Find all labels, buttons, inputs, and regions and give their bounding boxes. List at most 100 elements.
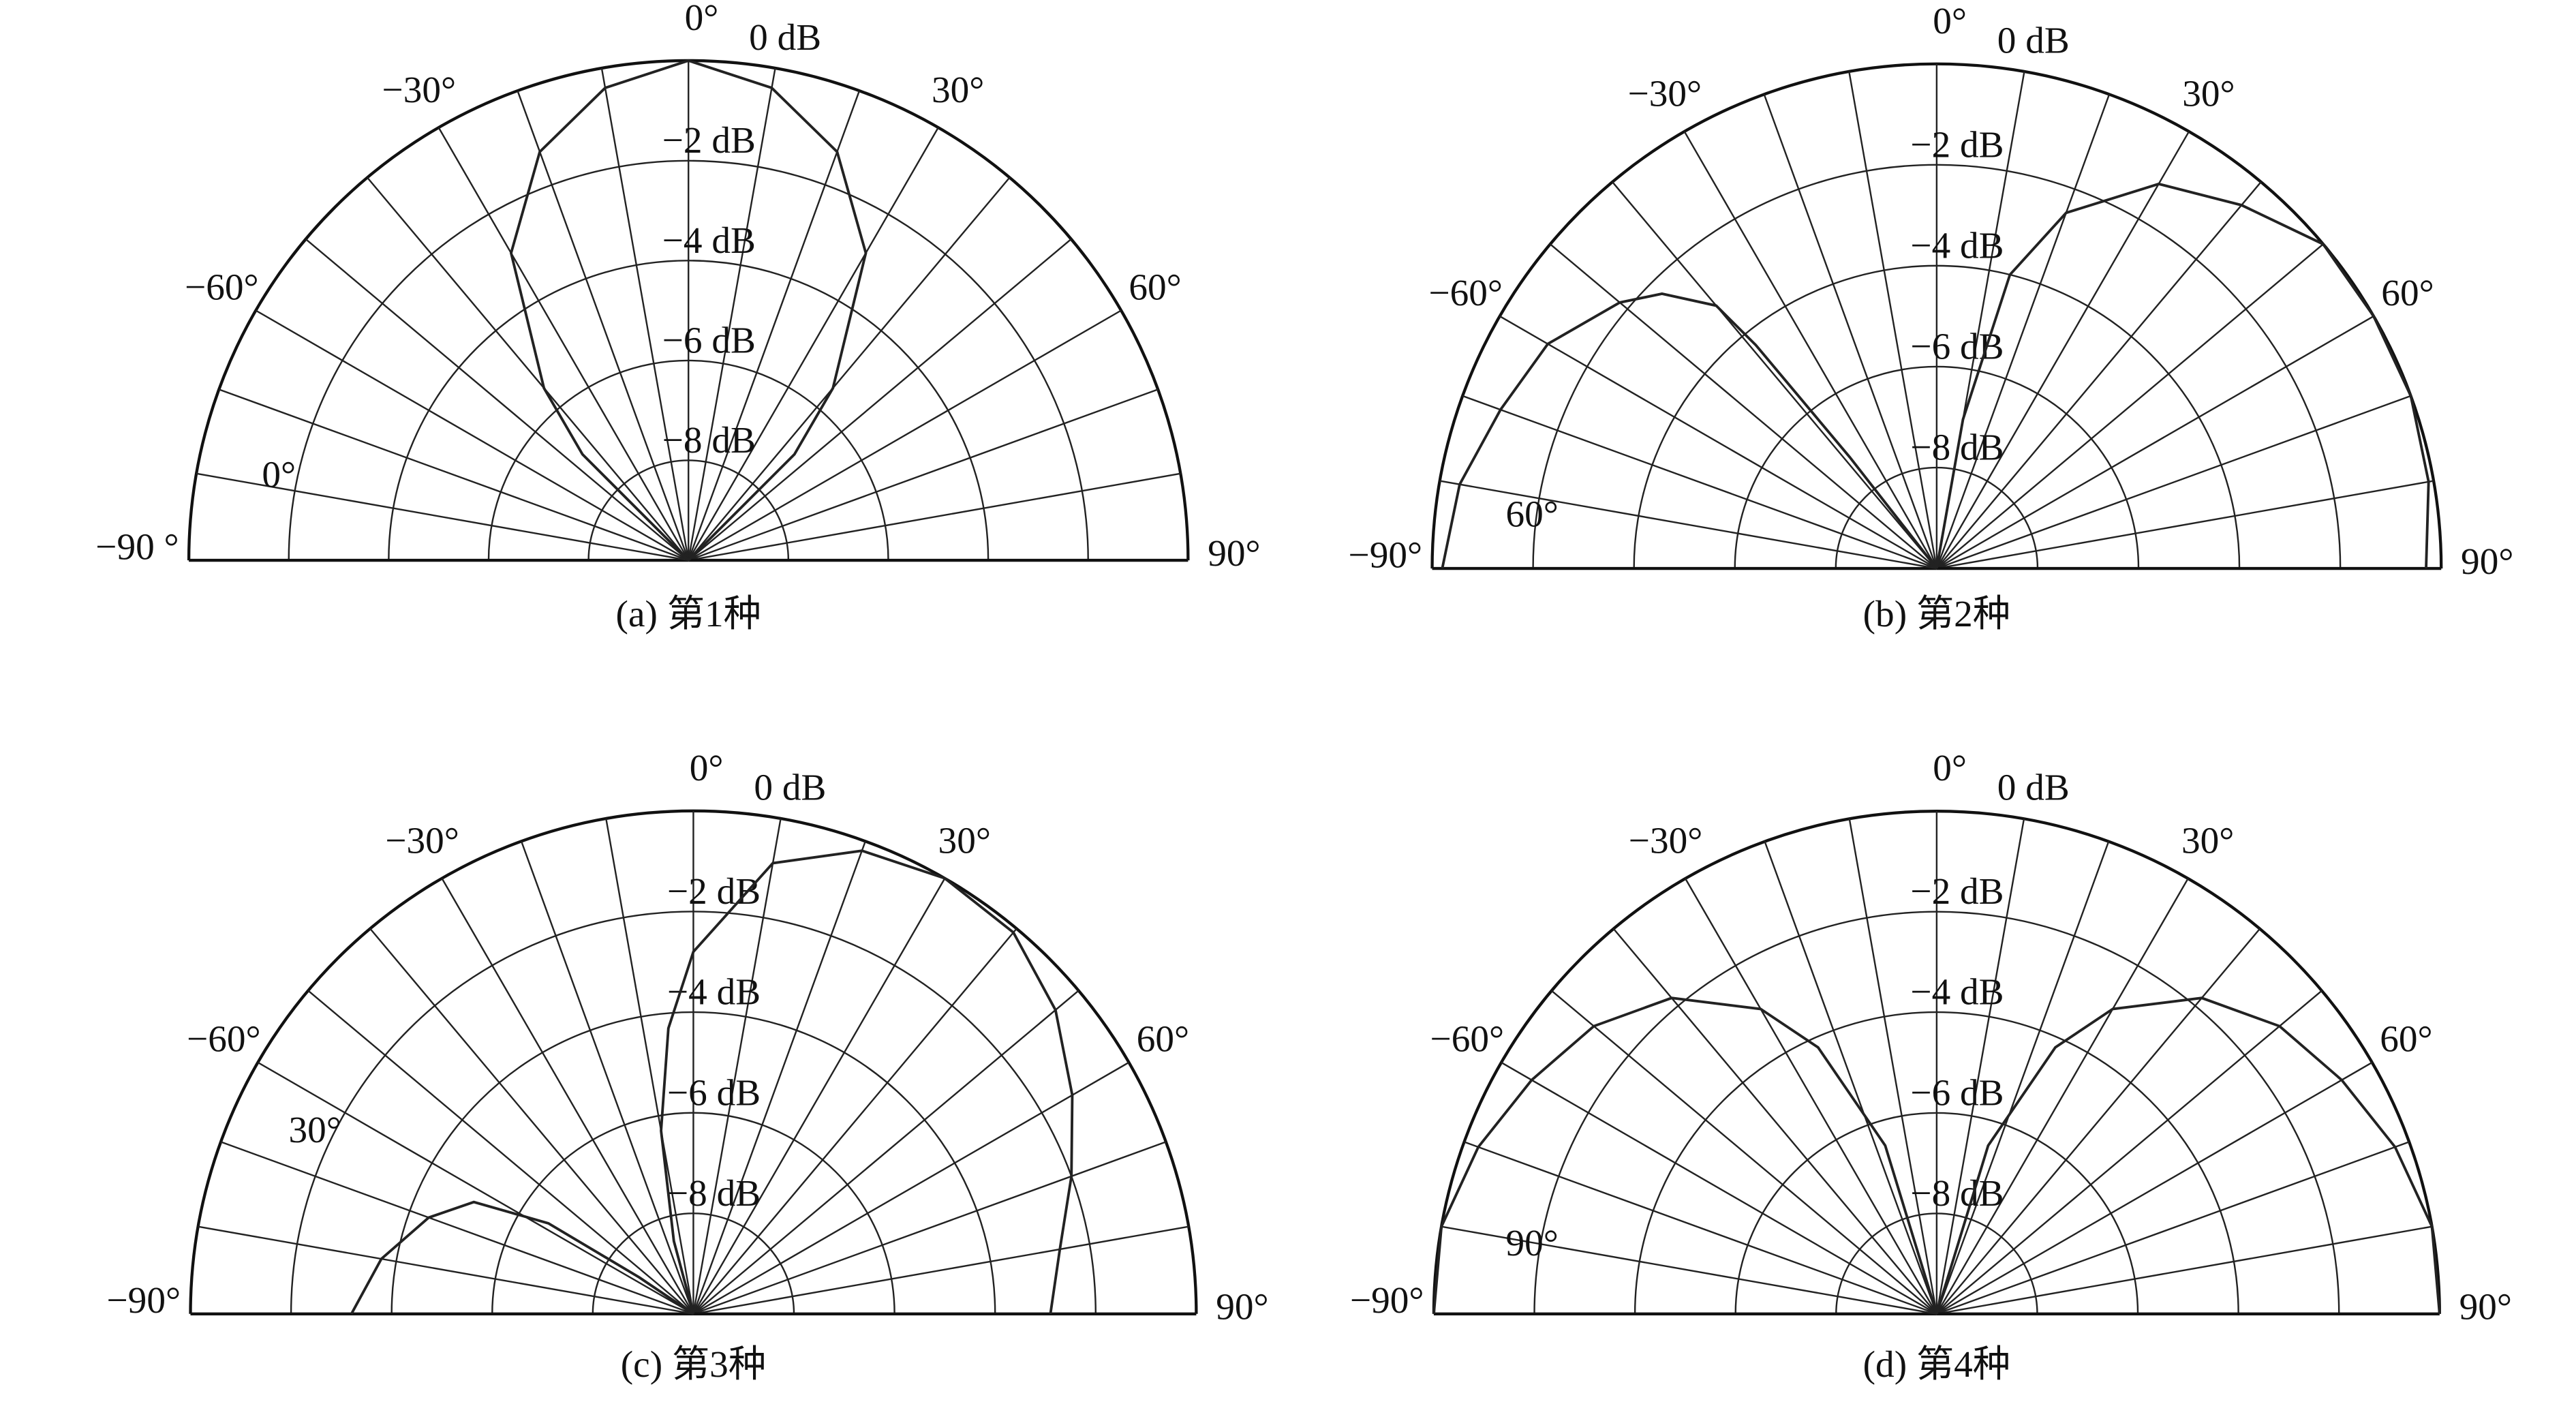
grid-spoke [1936,315,2374,570]
grid-spoke [1764,840,1938,1315]
grid-spoke [1935,818,2025,1315]
angle-tick-label: 90° [2459,1286,2512,1328]
grid-spoke [218,388,689,562]
grid-spoke [688,309,1122,562]
grid-spoke [605,818,694,1315]
grid-spoke [1936,480,2434,570]
beam-pattern [1441,182,2430,570]
grid-spoke [257,1061,694,1315]
grid-spoke [688,238,1072,561]
grid-spoke [600,67,690,561]
grid-spoke [692,818,782,1315]
grid-spoke [1935,93,2111,569]
grid-spoke [1936,1061,2373,1315]
grid-spoke [520,840,694,1315]
radial-tick-label: −2 dB [1910,870,2004,912]
grid-spoke [1439,480,1937,570]
grid-spoke [692,990,1079,1315]
grid-spoke [1684,878,1937,1315]
caption: (b) 第2种 [1863,593,2010,635]
radial-tick-label: −4 dB [1910,971,2004,1013]
radial-tick-label: 0 dB [1997,20,2070,61]
grid-spoke [688,90,861,561]
angle-tick-label: 30° [2181,819,2234,861]
radial-tick-label: −6 dB [662,319,756,361]
angle-tick-label: 60° [1129,266,1181,307]
grid-spoke [1936,990,2322,1315]
angle-tick-label: −30° [382,69,457,110]
grid-spoke [692,878,946,1315]
grid-spoke [1462,395,1937,570]
angle-tick-label: 60° [1137,1018,1189,1060]
grid-spoke [1683,131,1937,569]
grid-spoke [688,472,1181,562]
grid-spoke [693,1141,1167,1315]
grid-spoke [692,1061,1130,1315]
grid-spoke [1935,181,2262,569]
annotation: 90° [1505,1222,1558,1264]
grid-spoke [688,67,776,561]
angle-tick-label: −30° [1628,73,1702,115]
radial-tick-label: −6 dB [1910,326,2004,367]
angle-tick-label: 30° [2182,73,2235,115]
grid-spoke [1612,928,1937,1315]
angle-tick-label: 90° [2461,540,2513,582]
grid-spoke [1499,315,1937,570]
radial-tick-label: −6 dB [667,1071,761,1113]
grid-spoke [196,472,689,562]
angle-tick-label: 60° [2381,272,2434,314]
grid-spoke [367,177,690,561]
grid-spoke [1936,1141,2410,1315]
angle-tick-label: −60° [185,266,259,307]
grid-spoke [1936,1225,2432,1315]
angle-tick-label: −90° [1350,1279,1424,1321]
grid-spoke [1612,181,1937,569]
grid-spoke [1936,243,2324,570]
grid-spoke [255,309,689,562]
angle-tick-label: 90° [1208,532,1260,574]
grid-spoke [307,990,694,1315]
radial-tick-label: 0 dB [749,16,821,58]
angle-tick-label: −30° [385,819,459,861]
beam-pattern [509,59,868,562]
angle-tick-label: −60° [1430,1018,1505,1060]
radial-tick-label: −4 dB [667,971,761,1013]
angle-tick-label: −30° [1629,819,1703,861]
radial-tick-label: −8 dB [662,419,756,461]
radial-tick-label: −2 dB [1910,123,2004,165]
grid-spoke [1763,93,1938,569]
radial-tick-label: 0 dB [754,767,826,808]
angle-tick-label: −90° [1349,534,1423,575]
angle-tick-label: 0° [1933,0,1967,42]
radial-tick-label: −4 dB [1910,225,2004,266]
caption: (d) 第4种 [1863,1343,2010,1385]
grid-spoke [1848,71,1938,569]
grid-spoke [692,928,1017,1315]
grid-spoke [1501,1061,1937,1315]
grid-spoke [1936,395,2411,570]
grid-spoke [441,878,694,1315]
radial-tick-label: −2 dB [667,870,761,912]
grid-spoke [517,90,690,561]
grid-spoke [1935,928,2261,1315]
grid-spoke [1441,1225,1937,1315]
angle-tick-label: 0° [685,0,719,38]
grid-spoke [688,127,939,561]
angle-tick-label: 30° [938,819,991,861]
grid-spoke [1935,840,2110,1315]
grid-spoke [1464,1141,1937,1315]
grid-spoke [693,1225,1189,1315]
radial-tick-label: −2 dB [662,119,756,161]
grid-spoke [688,177,1011,561]
caption: (c) 第3种 [621,1343,766,1385]
radial-tick-label: −4 dB [662,219,756,261]
angle-tick-label: −60° [187,1018,261,1060]
radial-tick-label: −8 dB [1910,1172,2004,1214]
grid-spoke [1935,878,2189,1315]
beam-pattern [1432,996,2441,1315]
caption: (a) 第1种 [616,593,761,635]
radial-tick-label: −8 dB [667,1172,761,1214]
angle-tick-label: 0° [1933,747,1967,789]
grid-spoke [369,928,694,1315]
